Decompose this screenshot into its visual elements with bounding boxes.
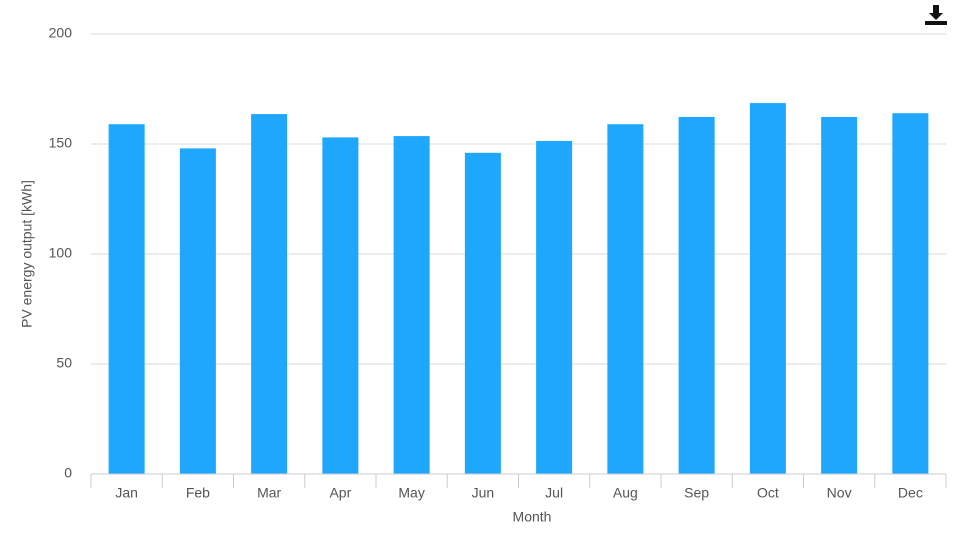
bar — [749, 103, 786, 474]
bar — [821, 116, 858, 474]
bar — [536, 140, 573, 475]
x-tick-label: Mar — [257, 485, 281, 501]
x-tick-label: Aug — [613, 485, 638, 501]
bar — [607, 124, 644, 474]
bar — [464, 152, 501, 475]
x-tick-label: Feb — [186, 485, 210, 501]
y-tick-label: 50 — [56, 355, 72, 371]
x-tick-label: Sep — [684, 485, 709, 501]
bar — [322, 137, 359, 474]
download-bar — [925, 21, 947, 25]
download-button[interactable] — [924, 2, 948, 26]
x-axis-label: Month — [513, 509, 552, 525]
y-tick-label: 200 — [49, 25, 73, 41]
bar — [179, 148, 216, 474]
x-tick-label: Jul — [545, 485, 563, 501]
download-arrow — [929, 5, 943, 20]
x-tick-label: Nov — [827, 485, 852, 501]
y-tick-label: 150 — [49, 135, 73, 151]
y-tick-label: 0 — [64, 465, 72, 481]
x-tick-label: May — [398, 485, 424, 501]
x-tick-label: Dec — [898, 485, 923, 501]
bar — [393, 136, 430, 474]
y-axis-label: PV energy output [kWh] — [19, 180, 35, 328]
x-tick-label: Oct — [757, 485, 779, 501]
bar — [251, 114, 288, 474]
y-tick-label: 100 — [49, 245, 73, 261]
x-tick-label: Jan — [115, 485, 138, 501]
bar — [678, 116, 715, 474]
x-tick-label: Jun — [472, 485, 495, 501]
bar — [892, 113, 929, 474]
bar — [108, 124, 145, 474]
x-tick-label: Apr — [329, 485, 351, 501]
